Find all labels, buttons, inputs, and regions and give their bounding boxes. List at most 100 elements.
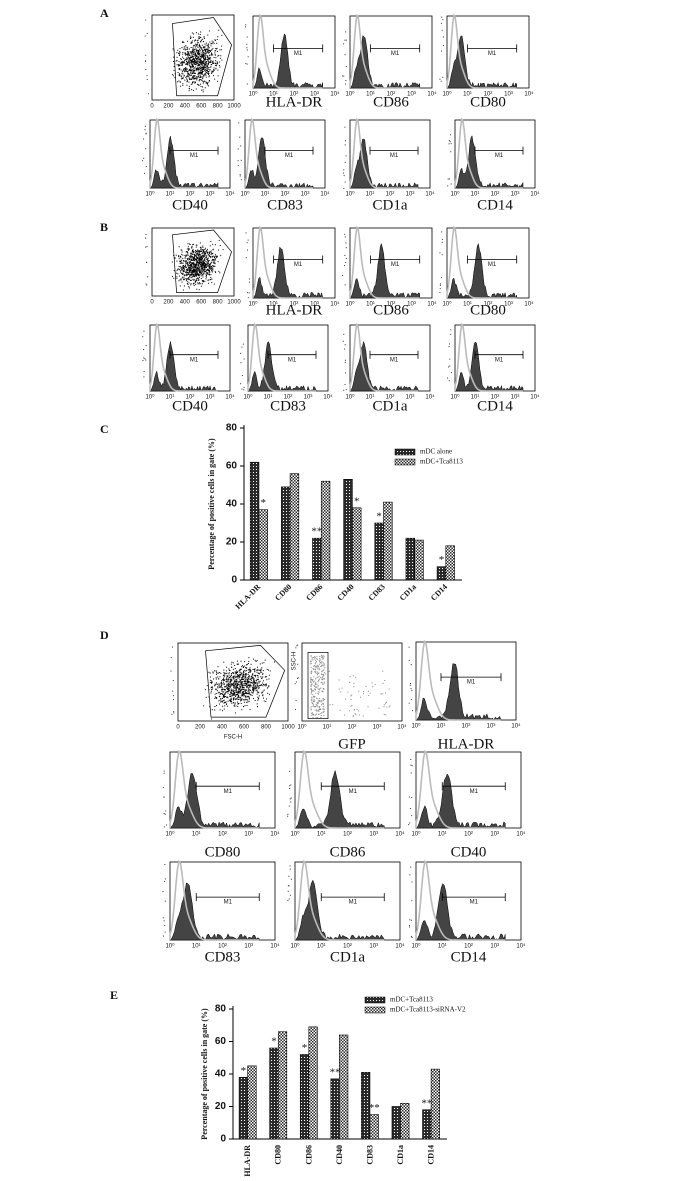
event-dot — [194, 59, 196, 61]
gate-label: M1 — [190, 357, 199, 363]
event-dot — [261, 682, 263, 684]
event-dot — [195, 51, 197, 53]
event-dot — [180, 259, 182, 261]
event-dot — [210, 687, 212, 689]
event-dot — [353, 715, 355, 717]
event-dot — [208, 254, 210, 256]
event-dot — [200, 41, 202, 43]
event-dot — [188, 249, 190, 251]
event-dot — [184, 270, 186, 272]
event-dot — [192, 244, 194, 246]
event-dot — [183, 285, 185, 287]
event-dot — [316, 697, 318, 699]
event-dot — [310, 655, 312, 657]
event-dot — [315, 677, 317, 679]
event-dot — [315, 716, 317, 718]
event-dot — [237, 684, 239, 686]
x-tick-label: 10² — [386, 395, 395, 401]
event-dot — [249, 694, 251, 696]
event-dot — [211, 252, 213, 254]
event-dot — [197, 65, 199, 67]
event-dot — [315, 658, 317, 660]
event-dot — [188, 277, 190, 279]
event-dot — [190, 51, 192, 53]
event-dot — [208, 68, 210, 70]
event-dot — [211, 255, 213, 257]
event-dot — [204, 49, 206, 51]
event-dot — [187, 74, 189, 76]
event-dot — [248, 690, 250, 692]
event-dot — [188, 268, 190, 270]
event-dot — [192, 52, 194, 54]
event-dot — [193, 256, 195, 258]
event-dot — [219, 66, 221, 68]
event-dot — [209, 58, 211, 60]
event-dot — [198, 272, 200, 274]
axis-dot — [162, 891, 164, 893]
axis-dot — [345, 80, 347, 82]
event-dot — [200, 60, 202, 62]
event-dot — [193, 51, 195, 53]
event-dot — [192, 70, 194, 72]
event-dot — [200, 259, 202, 261]
event-dot — [199, 75, 201, 77]
event-dot — [211, 682, 213, 684]
bar — [339, 1034, 349, 1140]
event-dot — [198, 251, 200, 253]
event-dot — [250, 678, 252, 680]
event-dot — [313, 657, 315, 659]
event-dot — [192, 64, 194, 66]
event-dot — [323, 674, 325, 676]
event-dot — [233, 687, 235, 689]
event-dot — [202, 71, 204, 73]
event-dot — [244, 699, 246, 701]
event-dot — [321, 671, 323, 673]
event-dot — [258, 682, 260, 684]
event-dot — [238, 673, 240, 675]
axis-dot — [410, 664, 412, 666]
axis-dot — [408, 824, 410, 826]
event-dot — [191, 273, 193, 275]
event-dot — [230, 685, 232, 687]
gate-label: M1 — [285, 153, 294, 159]
event-dot — [208, 255, 210, 257]
event-dot — [338, 688, 340, 690]
axis-dot — [450, 151, 452, 153]
event-dot — [189, 74, 191, 76]
event-dot — [191, 246, 193, 248]
event-dot — [219, 61, 221, 63]
event-dot — [192, 47, 194, 49]
event-dot — [181, 249, 183, 251]
event-dot — [194, 264, 196, 266]
event-dot — [322, 708, 324, 710]
event-dot — [315, 703, 317, 705]
marker-label: CD1a — [330, 949, 365, 965]
axis-dot — [410, 919, 412, 921]
event-dot — [224, 686, 226, 688]
event-dot — [200, 285, 202, 287]
event-dot — [242, 693, 244, 695]
x-tick-label: 10³ — [406, 192, 415, 198]
event-dot — [205, 262, 207, 264]
event-dot — [226, 703, 228, 705]
event-dot — [239, 681, 241, 683]
event-dot — [236, 691, 238, 693]
event-dot — [187, 40, 189, 42]
event-dot — [243, 682, 245, 684]
gate-label: M1 — [495, 357, 504, 363]
event-dot — [230, 688, 232, 690]
event-dot — [189, 262, 191, 264]
event-dot — [243, 693, 245, 695]
event-dot — [273, 661, 275, 663]
event-dot — [189, 78, 191, 80]
x-tick-label: 10² — [186, 395, 195, 401]
event-dot — [194, 258, 196, 260]
event-dot — [200, 267, 202, 269]
event-dot — [211, 64, 213, 66]
axis-dot — [410, 772, 412, 774]
event-dot — [196, 264, 198, 266]
event-dot — [189, 254, 191, 256]
event-dot — [251, 686, 253, 688]
event-dot — [199, 260, 201, 262]
event-dot — [252, 690, 254, 692]
